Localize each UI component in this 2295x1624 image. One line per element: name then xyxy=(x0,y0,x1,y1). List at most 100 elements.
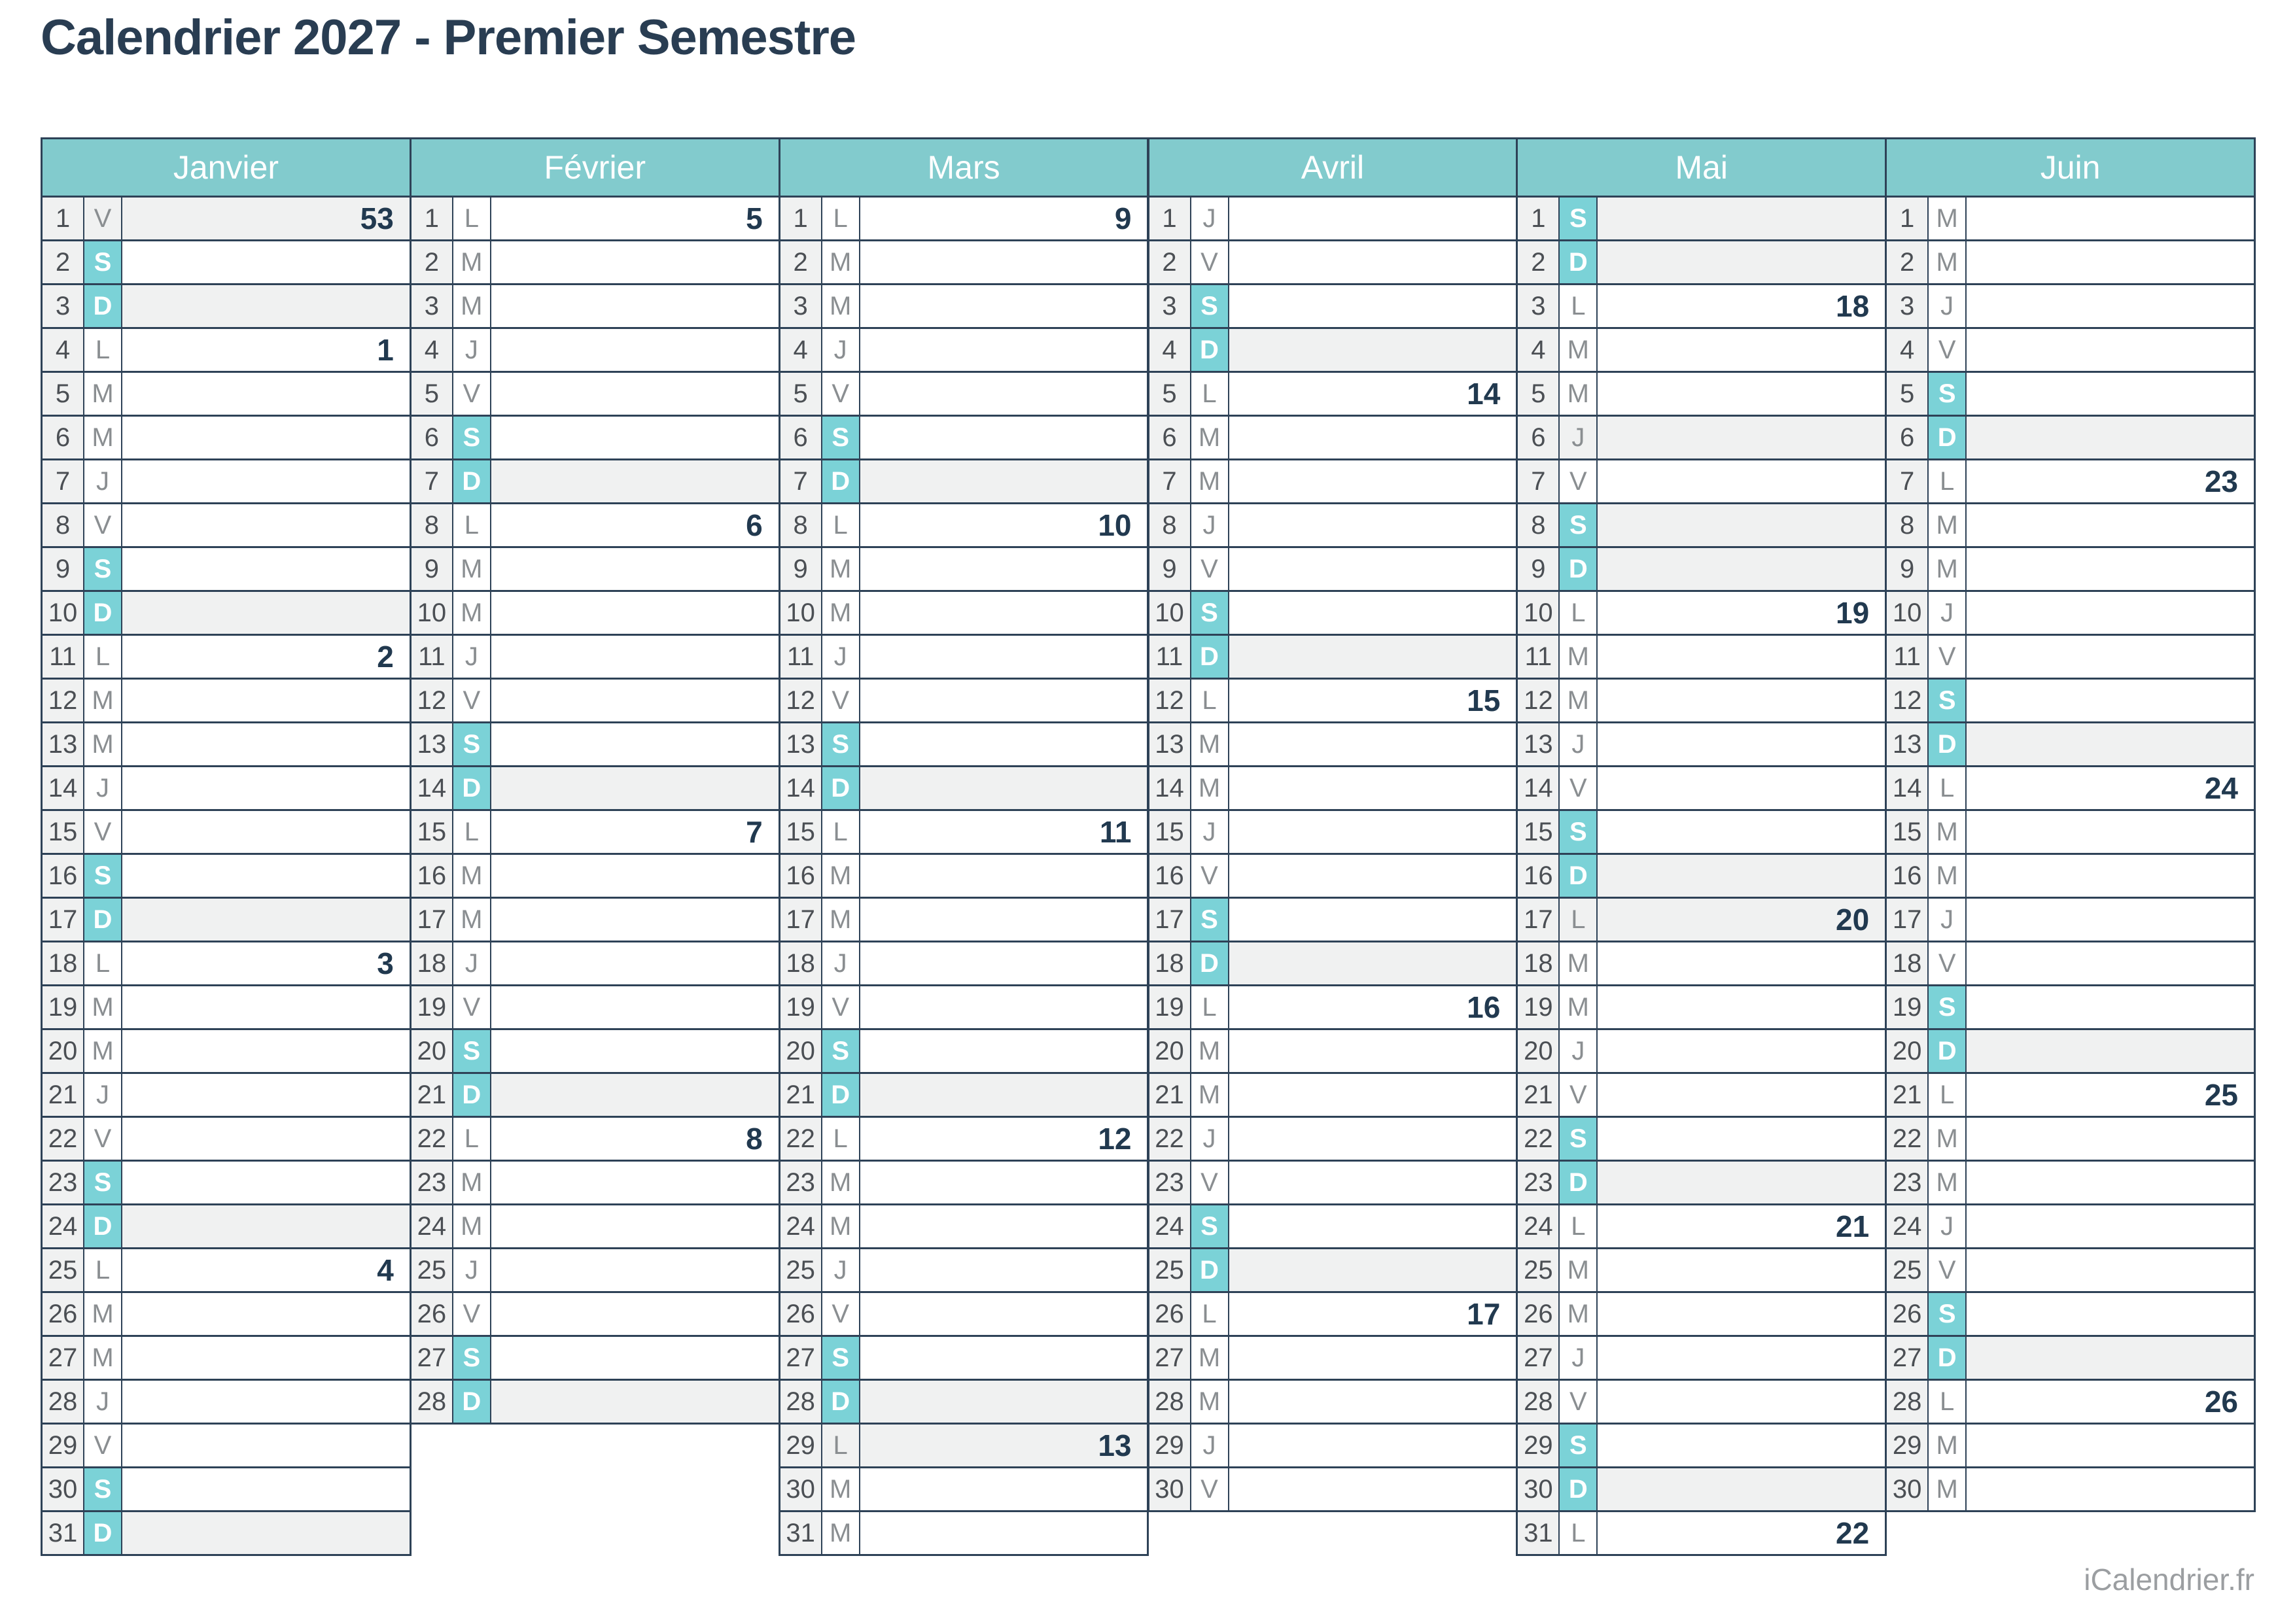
weekday-letter: J xyxy=(453,636,491,678)
day-number: 21 xyxy=(1518,1074,1560,1116)
weekday-letter: D xyxy=(1929,1337,1967,1379)
day-content xyxy=(1598,241,1885,283)
day-row: 5 L 14 xyxy=(1149,373,1516,417)
day-content xyxy=(1229,1249,1516,1291)
day-content xyxy=(860,373,1148,415)
day-number: 6 xyxy=(411,417,453,458)
day-content xyxy=(1598,1249,1885,1291)
weekday-letter: M xyxy=(1560,1293,1598,1335)
weekday-letter: S xyxy=(1191,899,1229,941)
day-number: 11 xyxy=(1887,636,1929,678)
day-number: 25 xyxy=(1518,1249,1560,1291)
day-row: 10 L 19 xyxy=(1518,592,1885,636)
week-number: 22 xyxy=(1598,1512,1885,1554)
day-row: 20 M xyxy=(43,1030,410,1074)
weekday-letter: M xyxy=(84,1030,122,1072)
weekday-letter: M xyxy=(453,1205,491,1247)
month-header: Janvier xyxy=(43,137,410,198)
weekday-letter: L xyxy=(822,198,860,239)
day-row: 22 L 8 xyxy=(411,1118,779,1162)
day-number: 2 xyxy=(780,241,822,283)
day-number: 9 xyxy=(1149,548,1191,590)
weekday-letter: M xyxy=(1929,1118,1967,1160)
day-number: 28 xyxy=(43,1381,84,1423)
day-number: 7 xyxy=(1887,460,1929,502)
day-content xyxy=(1229,1030,1516,1072)
day-number: 8 xyxy=(43,504,84,546)
day-number: 28 xyxy=(1518,1381,1560,1423)
weekday-letter: M xyxy=(1929,1425,1967,1466)
day-number: 3 xyxy=(411,285,453,327)
day-content xyxy=(1967,1249,2254,1291)
day-number: 16 xyxy=(1518,855,1560,897)
day-number: 7 xyxy=(1518,460,1560,502)
day-row: 12 S xyxy=(1887,680,2254,723)
day-row: 20 S xyxy=(780,1030,1148,1074)
day-row: 29 S xyxy=(1518,1425,1885,1468)
day-content xyxy=(491,942,779,984)
day-number: 21 xyxy=(411,1074,453,1116)
day-content xyxy=(491,373,779,415)
weekday-letter: D xyxy=(822,767,860,809)
weekday-letter: L xyxy=(1191,986,1229,1028)
day-row: 11 J xyxy=(780,636,1148,680)
weekday-letter: S xyxy=(822,417,860,458)
day-content xyxy=(491,1337,779,1379)
weekday-letter: J xyxy=(1929,899,1967,941)
day-number: 6 xyxy=(780,417,822,458)
weekday-letter: V xyxy=(1560,460,1598,502)
day-number: 19 xyxy=(411,986,453,1028)
day-content xyxy=(1967,1118,2254,1160)
day-content xyxy=(1598,767,1885,809)
day-number: 5 xyxy=(1149,373,1191,415)
week-number: 24 xyxy=(1967,767,2254,809)
day-number: 16 xyxy=(1887,855,1929,897)
day-content xyxy=(860,1381,1148,1423)
day-row: 27 M xyxy=(43,1337,410,1381)
day-number: 10 xyxy=(1518,592,1560,634)
weekday-letter: J xyxy=(453,329,491,371)
weekday-letter: L xyxy=(822,811,860,853)
day-number: 14 xyxy=(1518,767,1560,809)
day-number: 2 xyxy=(1518,241,1560,283)
day-content xyxy=(122,1205,410,1247)
day-content xyxy=(491,417,779,458)
weekday-letter: M xyxy=(1560,329,1598,371)
day-content xyxy=(860,767,1148,809)
weekday-letter: M xyxy=(1929,198,1967,239)
weekday-letter: M xyxy=(453,855,491,897)
weekday-letter: V xyxy=(84,1118,122,1160)
weekday-letter: L xyxy=(1929,1074,1967,1116)
day-row: 25 D xyxy=(1149,1249,1516,1293)
day-number: 29 xyxy=(1518,1425,1560,1466)
weekday-letter: L xyxy=(84,329,122,371)
day-number: 28 xyxy=(780,1381,822,1423)
day-row: 14 D xyxy=(411,767,779,811)
weekday-letter: M xyxy=(1191,417,1229,458)
day-number: 4 xyxy=(1518,329,1560,371)
day-content xyxy=(1598,548,1885,590)
day-row: 22 J xyxy=(1149,1118,1516,1162)
weekday-letter: S xyxy=(1560,504,1598,546)
day-number: 26 xyxy=(1887,1293,1929,1335)
day-row: 28 D xyxy=(780,1381,1148,1425)
day-content xyxy=(860,636,1148,678)
day-content xyxy=(1229,767,1516,809)
day-number: 1 xyxy=(1149,198,1191,239)
day-content xyxy=(122,1293,410,1335)
day-row: 24 S xyxy=(1149,1205,1516,1249)
day-row: 24 M xyxy=(780,1205,1148,1249)
day-content xyxy=(1598,942,1885,984)
day-row: 29 J xyxy=(1149,1425,1516,1468)
day-number: 5 xyxy=(411,373,453,415)
day-content xyxy=(491,723,779,765)
day-content xyxy=(1967,548,2254,590)
day-number: 6 xyxy=(1887,417,1929,458)
